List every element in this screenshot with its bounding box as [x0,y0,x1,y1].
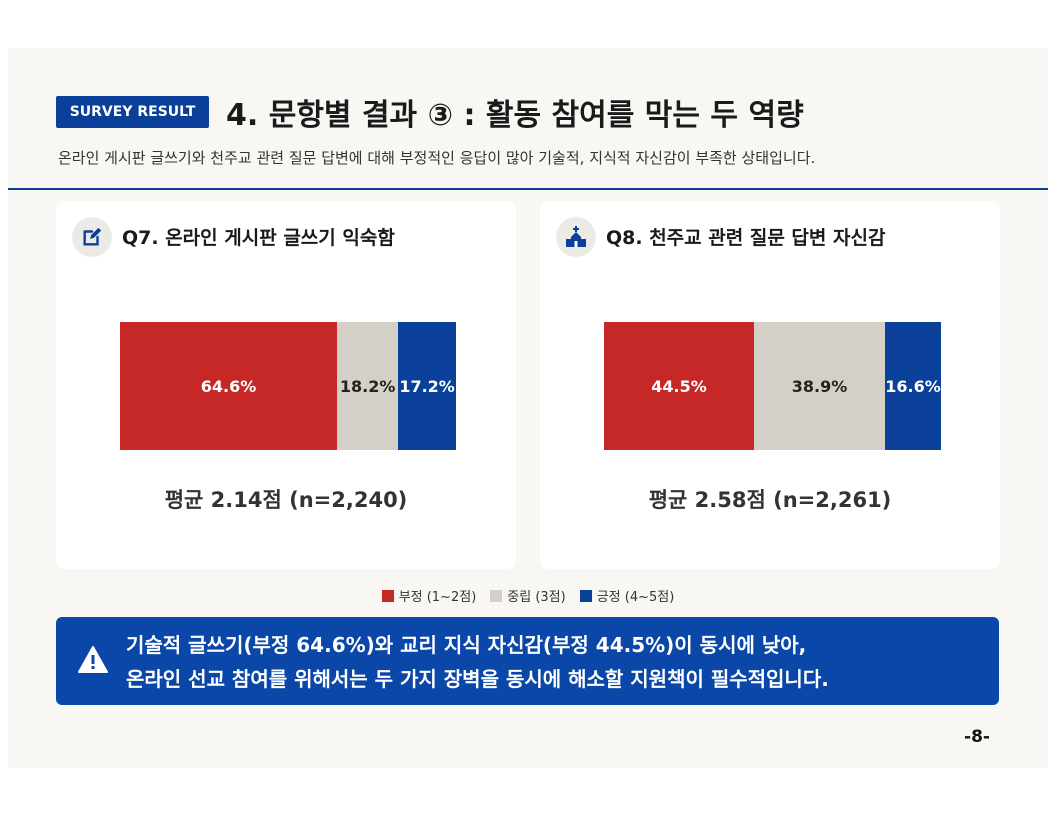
q7-stacked-bar: 64.6% 18.2% 17.2% [120,322,456,450]
q8-neutral-label: 38.9% [791,376,848,396]
page-subtitle: 온라인 게시판 글쓰기와 천주교 관련 질문 답변에 대해 부정적인 응답이 많… [58,149,816,167]
q7-negative-label: 64.6% [200,376,257,396]
q7-average: 평균 2.14점 (n=2,240) [164,488,408,512]
q7-neutral-segment: 18.2% [337,322,399,450]
legend-item-neutral: 중립 (3점) [490,586,566,605]
warning-icon [78,646,108,673]
q8-average: 평균 2.58점 (n=2,261) [648,488,892,512]
q8-positive-segment: 16.6% [885,322,941,450]
header-divider [8,188,1048,190]
legend-swatch-positive [579,589,592,602]
legend-swatch-negative [381,589,394,602]
church-icon [556,217,596,257]
q8-negative-label: 44.5% [651,376,707,396]
legend-label-positive: 긍정 (4~5점) [596,590,675,605]
page-number: -8- [964,727,990,747]
q7-title: Q7. 온라인 게시판 글쓰기 익숙함 [122,227,395,249]
survey-result-badge: SURVEY RESULT [56,96,209,128]
edit-icon [72,217,112,257]
q7-neutral-label: 18.2% [339,376,396,396]
q8-positive-label: 16.6% [885,376,941,396]
q8-title: Q8. 천주교 관련 질문 답변 자신감 [606,227,886,249]
conclusion-alert: 기술적 글쓰기(부정 64.6%)와 교리 지식 자신감(부정 44.5%)이 … [56,617,999,705]
legend-swatch-neutral [490,589,503,602]
page-title: 4. 문항별 결과 ③ : 활동 참여를 막는 두 역량 [226,98,804,133]
legend: 부정 (1~2점) 중립 (3점) 긍정 (4~5점) [0,586,1056,605]
q8-neutral-segment: 38.9% [753,322,886,450]
q7-card: Q7. 온라인 게시판 글쓰기 익숙함 64.6% 18.2% 17.2% 평균… [56,201,516,569]
legend-label-negative: 부정 (1~2점) [398,590,477,605]
q7-negative-segment: 64.6% [120,322,338,450]
alert-line-2: 온라인 선교 참여를 위해서는 두 가지 장벽을 동시에 해소할 지원책이 필수… [126,667,829,691]
q8-negative-segment: 44.5% [604,322,754,450]
q8-stacked-bar: 44.5% 38.9% 16.6% [604,322,941,450]
q7-positive-label: 17.2% [399,376,455,396]
legend-item-negative: 부정 (1~2점) [381,586,477,605]
legend-label-neutral: 중립 (3점) [507,590,566,605]
q8-card: Q8. 천주교 관련 질문 답변 자신감 44.5% 38.9% 16.6% 평… [540,201,1000,569]
alert-line-1: 기술적 글쓰기(부정 64.6%)와 교리 지식 자신감(부정 44.5%)이 … [126,633,807,657]
legend-item-positive: 긍정 (4~5점) [579,586,675,605]
q7-positive-segment: 17.2% [398,322,456,450]
